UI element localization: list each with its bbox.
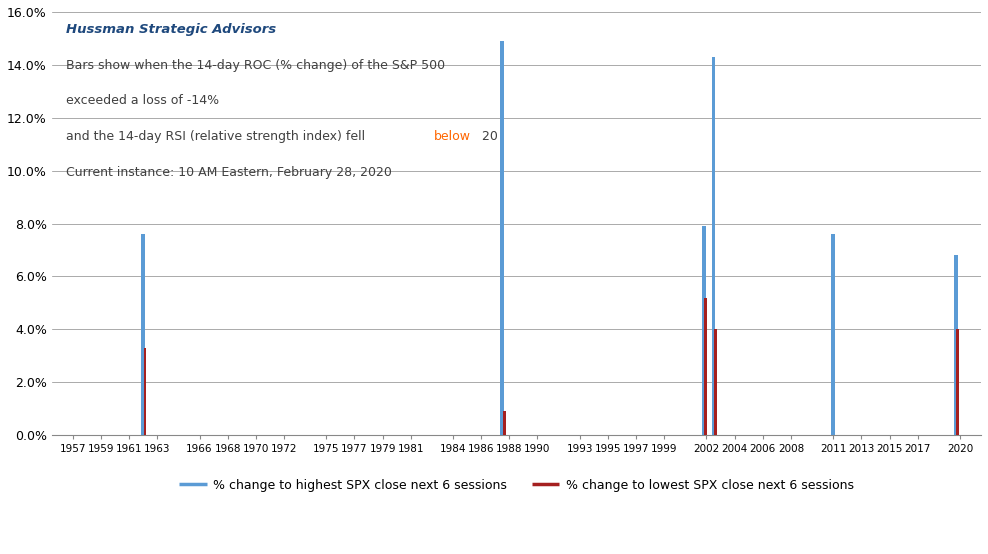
- Bar: [500, 41, 504, 435]
- Text: Bars show when the 14-day ROC (% change) of the S&P 500: Bars show when the 14-day ROC (% change)…: [65, 59, 445, 71]
- Bar: [711, 57, 715, 435]
- Bar: [831, 234, 835, 435]
- Legend: % change to highest SPX close next 6 sessions, % change to lowest SPX close next: % change to highest SPX close next 6 ses…: [174, 474, 859, 497]
- Bar: [713, 330, 716, 435]
- Bar: [956, 330, 959, 435]
- Text: and the 14-day RSI (relative strength index) fell: and the 14-day RSI (relative strength in…: [65, 130, 369, 143]
- Text: Hussman Strategic Advisors: Hussman Strategic Advisors: [65, 23, 276, 35]
- Bar: [703, 297, 706, 435]
- Bar: [701, 226, 705, 435]
- Text: exceeded a loss of -14%: exceeded a loss of -14%: [65, 95, 218, 107]
- Bar: [141, 234, 145, 435]
- Bar: [143, 348, 146, 435]
- Text: Current instance: 10 AM Eastern, February 28, 2020: Current instance: 10 AM Eastern, Februar…: [65, 166, 391, 179]
- Bar: [953, 255, 957, 435]
- Text: 20: 20: [478, 130, 498, 143]
- Bar: [503, 412, 506, 435]
- Text: below: below: [434, 130, 470, 143]
